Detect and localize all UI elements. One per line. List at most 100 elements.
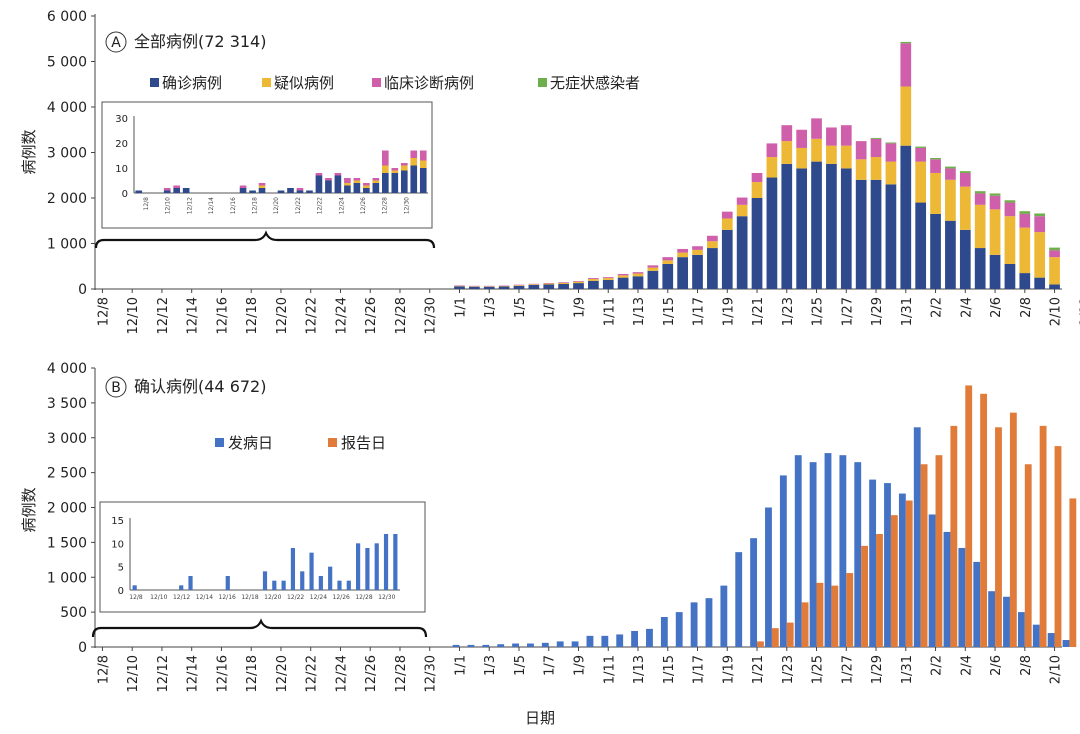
inset-x-tick-label: 12/10 <box>150 594 167 601</box>
x-tick-label: 2/8 <box>1019 297 1034 318</box>
bar-segment <box>528 284 540 285</box>
bar <box>1054 446 1062 647</box>
bar-segment <box>751 198 763 289</box>
bar-segment <box>617 277 629 289</box>
bar-segment <box>1019 227 1031 274</box>
bar <box>913 427 921 647</box>
bar-segment <box>826 145 837 164</box>
y-tick-label: 4 000 <box>47 100 87 116</box>
bar <box>831 585 839 647</box>
x-tick-label: 1/15 <box>662 297 677 326</box>
inset-bar-segment <box>182 188 190 193</box>
bar <box>482 644 490 647</box>
inset-x-tick-label: 12/14 <box>196 594 213 601</box>
x-tick-label: 12/18 <box>245 297 260 334</box>
bar-segment <box>662 263 674 289</box>
bar-segment <box>558 283 569 289</box>
bar-segment <box>1004 263 1016 289</box>
inset-bar <box>346 580 351 590</box>
bar <box>556 641 564 647</box>
y-tick-label: 3 000 <box>47 431 87 447</box>
bar <box>571 641 579 647</box>
bar-segment <box>855 159 867 180</box>
inset-bar-segment <box>239 185 247 188</box>
x-tick-label: 1/19 <box>721 297 736 326</box>
bar-segment <box>855 141 867 160</box>
x-tick-label: 12/28 <box>394 655 409 692</box>
y-tick-label: 3 500 <box>47 396 87 412</box>
inset-x-tick-label: 12/14 <box>208 197 215 214</box>
bar <box>497 644 505 647</box>
panel-a-inset-x-ticks: 12/8 12/10 12/12 12/14 12/16 12/18 12/20 12/22 1… <box>143 197 410 214</box>
x-tick-label: 2/8 <box>1019 655 1034 676</box>
inset-bar-segment <box>258 183 266 186</box>
bar <box>1024 464 1032 647</box>
panel-a-y-label: 病例数 <box>20 129 38 174</box>
inset-bar-segment <box>400 170 408 193</box>
inset-x-tick-label: 12/18 <box>252 197 259 214</box>
y-tick-label: 4 000 <box>47 361 87 377</box>
bar <box>601 635 609 647</box>
x-tick-label: 1/31 <box>900 297 915 326</box>
inset-bar-segment <box>353 180 361 183</box>
bar-segment <box>692 254 703 289</box>
inset-bar <box>365 548 370 590</box>
bar <box>950 425 958 647</box>
bar-segment <box>826 163 837 289</box>
panel-a-letter-circle <box>105 31 127 53</box>
inset-bar-segment <box>334 175 342 193</box>
x-tick-label: 1/27 <box>840 655 855 684</box>
bar-segment <box>543 284 555 289</box>
bar-segment <box>736 204 748 217</box>
panel-b-title: 确认病例(44 672) <box>134 377 266 396</box>
panel-a: 0 1 000 2 000 3 000 4 000 5 000 6 000 12/8 12/1… <box>20 9 1080 334</box>
y-tick-label: 0 <box>78 282 87 298</box>
x-tick-label: 1/29 <box>870 655 885 684</box>
inset-bar <box>225 576 230 590</box>
bar-segment <box>900 41 912 44</box>
bar-segment <box>632 272 644 274</box>
inset-bar-segment <box>287 188 294 193</box>
x-tick-label: 12/14 <box>186 297 201 334</box>
inset-bar-segment <box>382 165 389 173</box>
x-tick-label: 1/31 <box>900 655 915 684</box>
bar-segment <box>707 235 718 242</box>
bar-segment <box>766 177 778 289</box>
inset-bar <box>328 566 333 590</box>
bar-segment <box>870 179 882 289</box>
x-tick-label: 2/10 <box>1049 655 1064 684</box>
panel-b-inset-x-ticks: 12/8 12/10 12/12 12/14 12/16 12/18 12/20 12/22 1… <box>129 594 395 601</box>
bar-segment <box>513 285 525 286</box>
x-tick-label: 12/10 <box>126 297 141 334</box>
x-tick-label: 12/12 <box>156 655 171 692</box>
y-tick-label: 2 500 <box>47 466 87 482</box>
bar <box>861 545 869 647</box>
legend-swatch-report <box>328 438 337 447</box>
bar-segment <box>662 260 674 264</box>
x-tick-label: 12/22 <box>305 297 320 334</box>
panel-b-legend: 发病日 报告日 <box>215 434 386 452</box>
inset-bar <box>318 576 323 590</box>
x-tick-label: 1/1 <box>453 297 468 318</box>
panel-a-inset-bars <box>135 150 427 193</box>
bar <box>876 534 883 647</box>
inset-bar <box>262 571 268 590</box>
y-tick-label: 2 000 <box>47 501 87 517</box>
inset-x-tick-label: 12/12 <box>186 197 193 214</box>
bar-segment <box>989 193 1001 196</box>
inset-bar <box>290 548 296 590</box>
bar-segment <box>930 157 941 160</box>
bar-segment <box>721 229 733 289</box>
x-tick-label: 2/12 <box>1078 297 1080 326</box>
x-tick-label: 1/9 <box>573 297 588 318</box>
bar-segment <box>959 171 971 173</box>
inset-x-tick-label: 12/20 <box>264 594 281 601</box>
y-tick-label: 1 500 <box>47 535 87 551</box>
bar <box>467 644 475 647</box>
bar <box>631 630 639 647</box>
inset-y-tick-label: 0 <box>122 189 128 200</box>
bar-segment <box>989 254 1001 289</box>
x-tick-label: 1/21 <box>751 655 766 684</box>
inset-bar-segment <box>296 188 304 191</box>
